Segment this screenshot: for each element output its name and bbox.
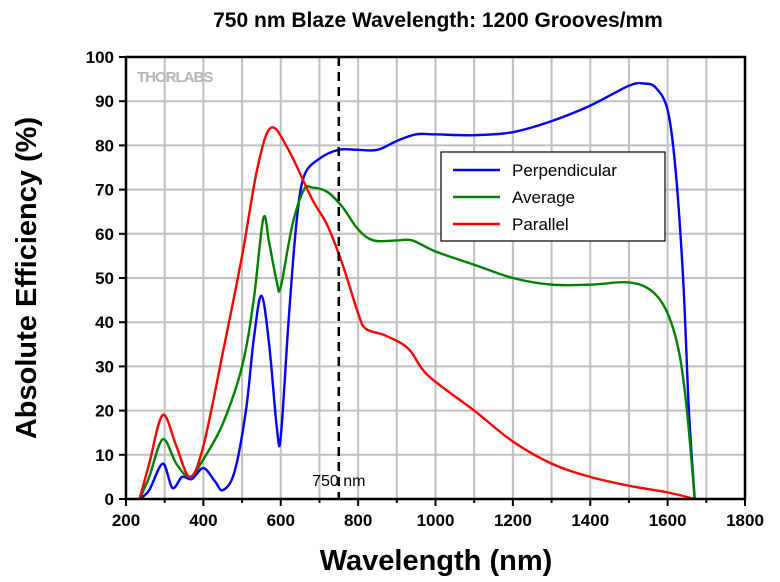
series-parallel-line (138, 126, 695, 501)
y-tick-label: 100 (86, 48, 114, 67)
x-tick-label: 400 (189, 511, 217, 530)
y-tick-label: 80 (95, 136, 114, 155)
x-tick-label: 1400 (571, 511, 609, 530)
x-tick-label: 800 (344, 511, 372, 530)
chart-title: 750 nm Blaze Wavelength: 1200 Grooves/mm (213, 9, 663, 32)
y-tick-label: 90 (95, 92, 114, 111)
curves (138, 81, 696, 501)
ticks: 200 400 600 800 1000 1200 1400 1600 1800 0 10 20 30 4… (86, 48, 764, 530)
legend-label-average: Average (512, 188, 575, 207)
series-average-line (138, 184, 696, 500)
y-axis-label: Absolute Efficiency (%) (11, 117, 43, 439)
series-perpendicular-line (138, 81, 696, 500)
y-tick-label: 70 (95, 181, 114, 200)
x-tick-label: 600 (267, 511, 295, 530)
x-tick-label: 200 (112, 511, 140, 530)
legend-label-parallel: Parallel (512, 215, 569, 234)
y-tick-label: 0 (105, 490, 114, 509)
y-tick-label: 30 (95, 357, 114, 376)
y-tick-label: 50 (95, 269, 114, 288)
thorlabs-watermark: THORLABS (137, 69, 213, 86)
x-tick-label: 1600 (649, 511, 687, 530)
legend-label-perpendicular: Perpendicular (512, 161, 617, 180)
y-tick-label: 60 (95, 225, 114, 244)
y-tick-label: 20 (95, 402, 114, 421)
x-tick-label: 1800 (726, 511, 764, 530)
blaze-marker-label: 750 nm (312, 473, 365, 490)
x-tick-label: 1200 (494, 511, 532, 530)
legend: Perpendicular Average Parallel (440, 151, 666, 242)
x-tick-label: 1000 (417, 511, 455, 530)
plot-frame (124, 55, 747, 501)
y-tick-label: 10 (95, 446, 114, 465)
y-tick-label: 40 (95, 313, 114, 332)
x-axis-label: Wavelength (nm) (320, 545, 553, 577)
